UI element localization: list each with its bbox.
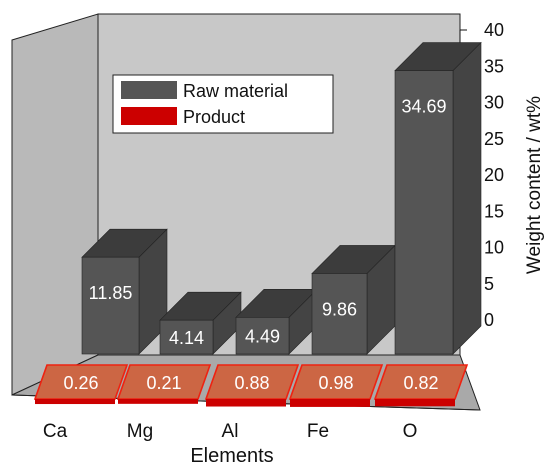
y-axis-title: Weight content / wt% [524, 96, 545, 274]
bar-value-label: 9.86 [322, 299, 357, 319]
bar-value-label: 4.14 [169, 328, 204, 348]
bar-raw-material: 11.85 [81, 228, 168, 355]
bar-product: 0.21 [116, 364, 212, 404]
bar-product: 0.98 [288, 364, 384, 407]
bar-value-label: 0.26 [63, 373, 98, 393]
y-axis: 0 5 10 15 20 25 30 35 40 [459, 20, 504, 330]
product-bars: 0.26 0.21 0.88 0.98 0.82 [33, 364, 469, 407]
bar-product: 0.26 [33, 364, 129, 405]
x-tick-label: Al [222, 421, 239, 442]
y-tick-label: 40 [484, 20, 504, 40]
y-tick-label: 10 [484, 238, 504, 258]
bar-front [159, 319, 214, 355]
x-axis-categories: Ca Mg Al Fe O [43, 421, 418, 442]
bar-value-label: 0.21 [146, 373, 181, 393]
bar-front [81, 256, 140, 355]
bar-value-label: 0.98 [318, 373, 353, 393]
bar-front [235, 317, 290, 355]
bar-raw-material: 34.69 [394, 41, 482, 355]
x-tick-label: Fe [307, 421, 329, 442]
bar-front [311, 273, 368, 355]
bar-product: 0.82 [373, 364, 469, 407]
bar-front [290, 399, 370, 407]
y-tick-label: 20 [484, 165, 504, 185]
bar-value-label: 0.88 [234, 373, 269, 393]
bar-value-label: 34.69 [401, 97, 446, 117]
bar-value-label: 11.85 [89, 283, 133, 303]
y-tick-label: 0 [484, 310, 494, 330]
x-tick-label: Mg [127, 421, 153, 442]
bar-front [118, 399, 198, 404]
y-tick-label: 15 [484, 201, 504, 221]
bar-value-label: 4.49 [245, 327, 280, 347]
bar-front [35, 399, 115, 405]
legend: Raw material Product [112, 74, 334, 134]
x-tick-label: Ca [43, 421, 68, 442]
bar-front [394, 70, 454, 355]
bar-raw-material: 9.86 [311, 244, 396, 355]
bar-raw-material: 4.49 [235, 288, 318, 355]
y-tick-label: 25 [484, 129, 504, 149]
x-tick-label: O [403, 421, 418, 442]
bar-front [206, 399, 286, 407]
bar-side [452, 41, 482, 355]
bar-raw-material: 4.14 [159, 291, 242, 355]
bar-product: 0.88 [204, 364, 300, 407]
y-tick-label: 5 [484, 274, 494, 294]
bar-value-label: 0.82 [403, 373, 438, 393]
y-tick-label: 30 [484, 93, 504, 113]
bar-front [375, 399, 455, 407]
legend-swatch-product [121, 107, 177, 125]
legend-label-raw-material: Raw material [183, 81, 288, 101]
raw-material-bars: 11.85 4.14 4.49 9.86 34.69 [81, 41, 482, 355]
x-axis-title: Elements [190, 445, 273, 467]
legend-label-product: Product [183, 107, 245, 127]
legend-swatch-raw-material [121, 81, 177, 99]
y-tick-label: 35 [484, 56, 504, 76]
